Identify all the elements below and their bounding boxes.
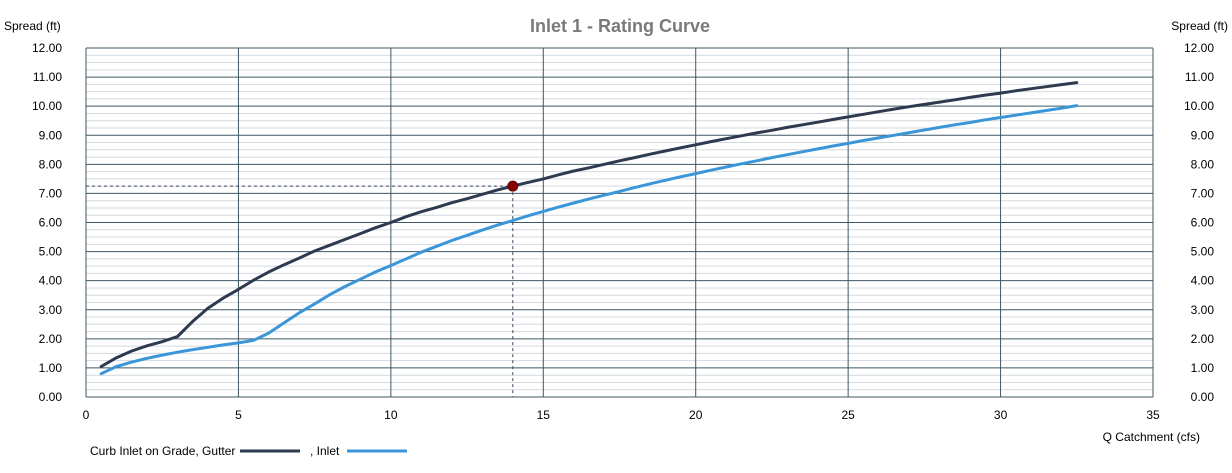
legend-label-inlet: , Inlet	[310, 444, 340, 458]
y-tick-label-left: 0.00	[39, 390, 63, 404]
y-tick-labels-right: 0.00 1.00 2.00 3.00 4.00 5.00 6.00 7.00 8.00 9.00…	[1184, 41, 1214, 404]
y-tick-label-right: 8.00	[1191, 157, 1215, 171]
y-tick-label-right: 7.00	[1191, 186, 1215, 200]
x-tick-label: 30	[994, 408, 1008, 422]
y-tick-label-left: 2.00	[39, 332, 63, 346]
y-tick-label-left: 9.00	[39, 128, 63, 142]
x-tick-label: 5	[235, 408, 242, 422]
y-tick-label-left: 12.00	[32, 41, 62, 55]
y-tick-label-left: 7.00	[39, 186, 63, 200]
x-axis-label: Q Catchment (cfs)	[1103, 430, 1200, 444]
x-tick-label: 35	[1146, 408, 1160, 422]
y-tick-label-right: 1.00	[1191, 361, 1215, 375]
x-tick-label: 20	[689, 408, 703, 422]
y-tick-label-left: 4.00	[39, 274, 63, 288]
y-tick-label-right: 9.00	[1191, 128, 1215, 142]
x-tick-labels: 0 5 10 15 20 25 30 35	[83, 408, 1160, 422]
y-axis-label-right: Spread (ft)	[1171, 19, 1228, 33]
y-tick-label-left: 5.00	[39, 245, 63, 259]
y-tick-label-left: 1.00	[39, 361, 63, 375]
x-tick-label: 10	[384, 408, 398, 422]
legend: Curb Inlet on Grade, Gutter , Inlet	[90, 444, 407, 458]
x-tick-label: 25	[841, 408, 855, 422]
y-tick-label-right: 0.00	[1191, 390, 1215, 404]
y-tick-label-right: 6.00	[1191, 216, 1215, 230]
series-lines	[99, 81, 1079, 376]
y-tick-label-right: 2.00	[1191, 332, 1215, 346]
y-tick-label-right: 11.00	[1185, 70, 1214, 84]
series-line-inlet	[99, 104, 1079, 376]
y-tick-label-left: 11.00	[33, 70, 62, 84]
y-tick-label-right: 5.00	[1191, 245, 1215, 259]
y-tick-label-left: 6.00	[39, 216, 63, 230]
y-axis-label-left: Spread (ft)	[4, 19, 61, 33]
y-tick-label-left: 8.00	[39, 157, 63, 171]
operating-point-marker	[507, 180, 519, 192]
marker-layer	[507, 180, 519, 192]
x-tick-label: 0	[83, 408, 90, 422]
y-tick-labels-left: 0.00 1.00 2.00 3.00 4.00 5.00 6.00 7.00 8.00 9.00…	[32, 41, 62, 404]
y-tick-label-right: 3.00	[1191, 303, 1215, 317]
y-tick-label-left: 10.00	[32, 99, 62, 113]
chart-title: Inlet 1 - Rating Curve	[530, 16, 710, 36]
y-tick-label-right: 4.00	[1191, 274, 1215, 288]
y-tick-label-right: 10.00	[1184, 99, 1214, 113]
major-gridlines	[85, 47, 1154, 398]
x-tick-label: 15	[537, 408, 551, 422]
y-tick-label-right: 12.00	[1184, 41, 1214, 55]
y-tick-label-left: 3.00	[39, 303, 63, 317]
marker-guide-lines	[86, 185, 514, 397]
legend-label-gutter: Curb Inlet on Grade, Gutter	[90, 444, 235, 458]
series-line-gutter	[99, 81, 1079, 368]
